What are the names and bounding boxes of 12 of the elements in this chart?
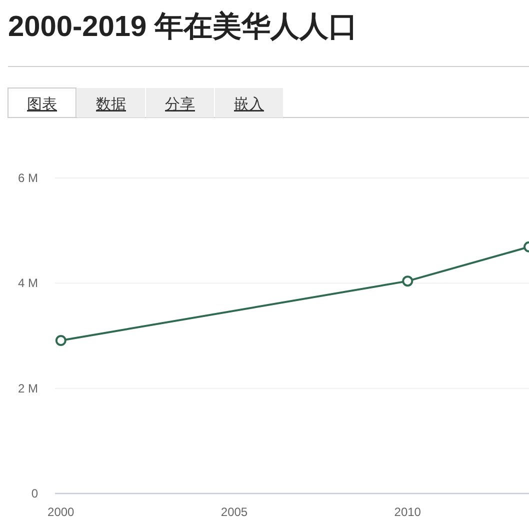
chart-title: 2000-2019 年在美华人人口 [8,10,358,43]
y-tick-label: 6 M [18,171,38,185]
x-tick-label: 2000 [48,505,75,519]
x-tick-label: 2010 [394,505,422,519]
y-tick-label: 2 M [18,381,38,396]
y-tick-label: 0 [31,486,38,500]
tab: 嵌入 [215,88,283,118]
tab: 图表 [8,88,76,118]
y-tick-label: 4 M [18,276,38,290]
tab: 分享 [146,88,214,118]
x-tick-label: 2005 [220,505,248,519]
tab: 数据 [77,88,145,118]
